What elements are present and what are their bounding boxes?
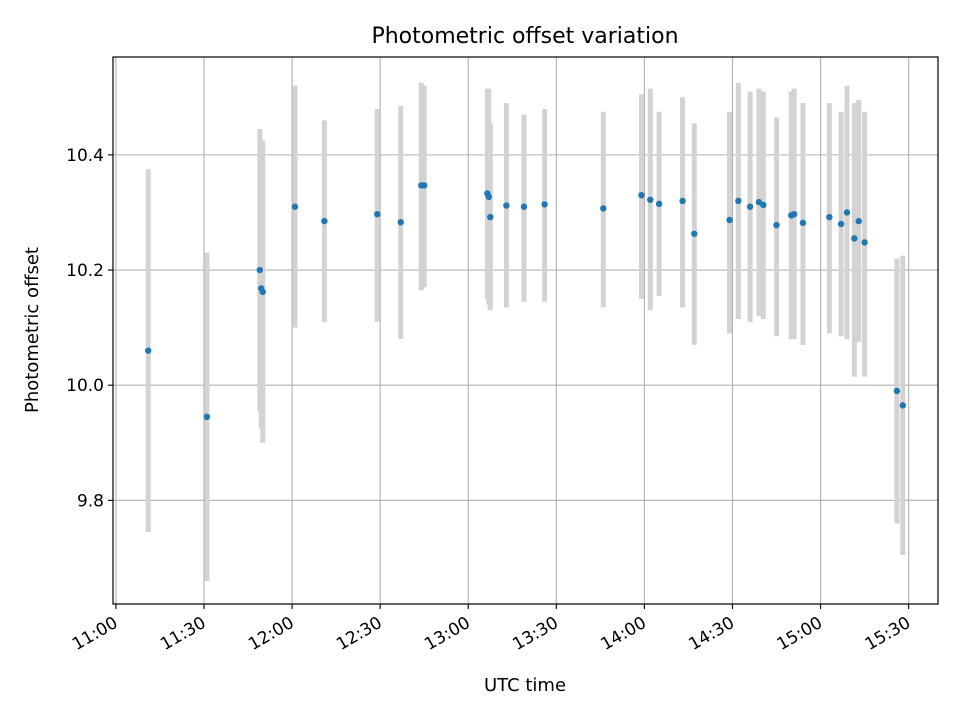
- data-point: [679, 197, 686, 205]
- data-point: [893, 387, 901, 395]
- data-point: [638, 191, 645, 199]
- plot-frame: [112, 56, 939, 605]
- data-point: [851, 235, 858, 242]
- data-point: [256, 266, 263, 274]
- data-point: [520, 203, 528, 210]
- data-point: [374, 210, 381, 218]
- data-point: [291, 203, 299, 210]
- chart-title: Photometric offset variation: [371, 24, 678, 49]
- data-point: [855, 217, 862, 225]
- data-point: [773, 221, 780, 229]
- data-point: [487, 213, 494, 221]
- data-point: [726, 216, 733, 224]
- data-points: [145, 182, 906, 421]
- x-axis-label: UTC time: [484, 675, 566, 696]
- data-point: [321, 217, 328, 225]
- data-point: [899, 402, 906, 409]
- data-point: [790, 210, 798, 218]
- data-point: [397, 219, 404, 226]
- data-point: [826, 213, 833, 221]
- data-point: [691, 230, 698, 237]
- data-point: [760, 201, 767, 209]
- data-point: [843, 209, 851, 216]
- data-point: [259, 288, 266, 296]
- y-axis-label: Photometric offset: [22, 247, 43, 413]
- data-point: [647, 196, 654, 203]
- y-tick-label: 10.0: [66, 376, 104, 396]
- data-point: [503, 202, 510, 209]
- data-point: [541, 201, 548, 208]
- data-point: [746, 203, 754, 210]
- y-axis: 9.8 10.0 10.2 10.4: [66, 146, 113, 511]
- data-point: [799, 219, 807, 227]
- data-point: [861, 239, 868, 246]
- y-tick-label: 10.4: [66, 146, 104, 166]
- data-point: [837, 220, 845, 228]
- data-point: [203, 413, 211, 421]
- data-point: [421, 182, 428, 189]
- y-tick-label: 10.2: [66, 261, 104, 281]
- data-point: [485, 193, 493, 201]
- y-tick-label: 9.8: [77, 491, 104, 511]
- data-point: [655, 200, 663, 208]
- data-point: [735, 197, 742, 205]
- data-point: [145, 347, 152, 354]
- data-point: [600, 205, 607, 212]
